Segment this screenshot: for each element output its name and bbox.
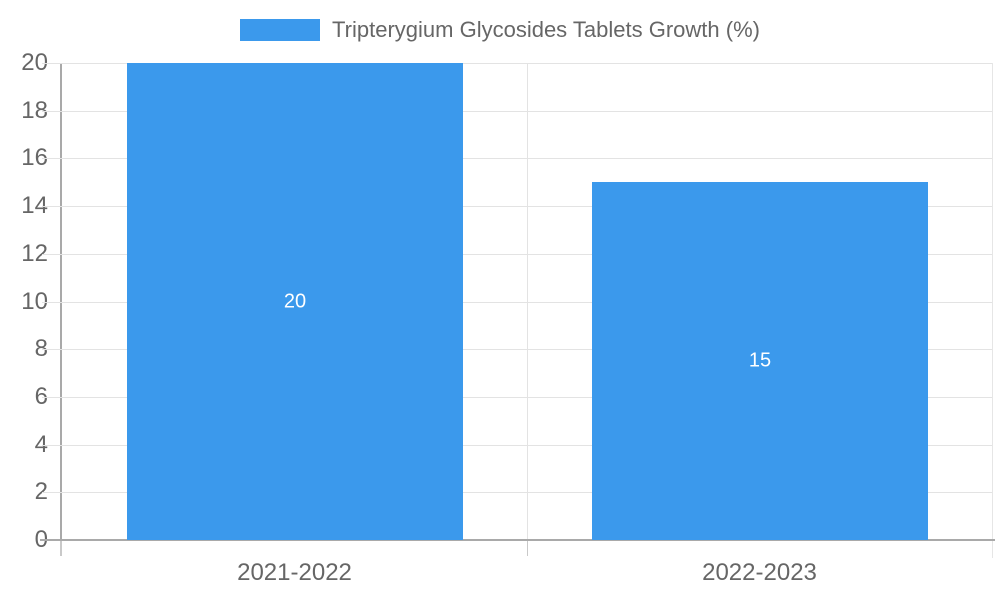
y-tick-label: 18 bbox=[21, 96, 48, 124]
y-tick-label: 16 bbox=[21, 144, 48, 172]
y-tick-label: 10 bbox=[21, 287, 48, 315]
plot-right-border bbox=[992, 63, 993, 558]
y-tick-label: 6 bbox=[34, 382, 48, 410]
y-tick-label: 14 bbox=[21, 192, 48, 220]
legend[interactable]: Tripterygium Glycosides Tablets Growth (… bbox=[0, 17, 1000, 43]
bar-value-label: 15 bbox=[748, 349, 772, 372]
bar[interactable]: 15 bbox=[592, 182, 928, 540]
gridline bbox=[527, 63, 528, 540]
y-tick bbox=[42, 349, 62, 351]
bar[interactable]: 20 bbox=[127, 63, 463, 540]
x-tick-label: 2022-2023 bbox=[702, 559, 817, 586]
y-tick bbox=[42, 110, 62, 112]
bar-value-label: 20 bbox=[283, 290, 307, 312]
x-tick-label: 2021-2022 bbox=[237, 559, 352, 586]
y-tick bbox=[42, 63, 62, 64]
y-tick bbox=[42, 301, 62, 303]
axis-tick bbox=[527, 540, 528, 556]
y-tick-label: 12 bbox=[21, 239, 48, 267]
plot-area bbox=[62, 63, 992, 540]
y-tick bbox=[42, 396, 62, 398]
y-tick bbox=[42, 444, 62, 446]
y-tick bbox=[42, 253, 62, 255]
y-tick-label: 4 bbox=[34, 430, 48, 458]
y-tick bbox=[42, 492, 62, 494]
axis-tick bbox=[60, 540, 62, 556]
y-tick bbox=[42, 158, 62, 160]
y-tick-label: 20 bbox=[21, 49, 48, 76]
y-tick-label: 2 bbox=[34, 478, 48, 506]
legend-label: Tripterygium Glycosides Tablets Growth (… bbox=[332, 17, 760, 42]
x-axis-line bbox=[40, 539, 995, 541]
legend-swatch bbox=[240, 19, 321, 41]
y-tick-label: 8 bbox=[34, 335, 48, 363]
y-tick bbox=[42, 206, 62, 208]
